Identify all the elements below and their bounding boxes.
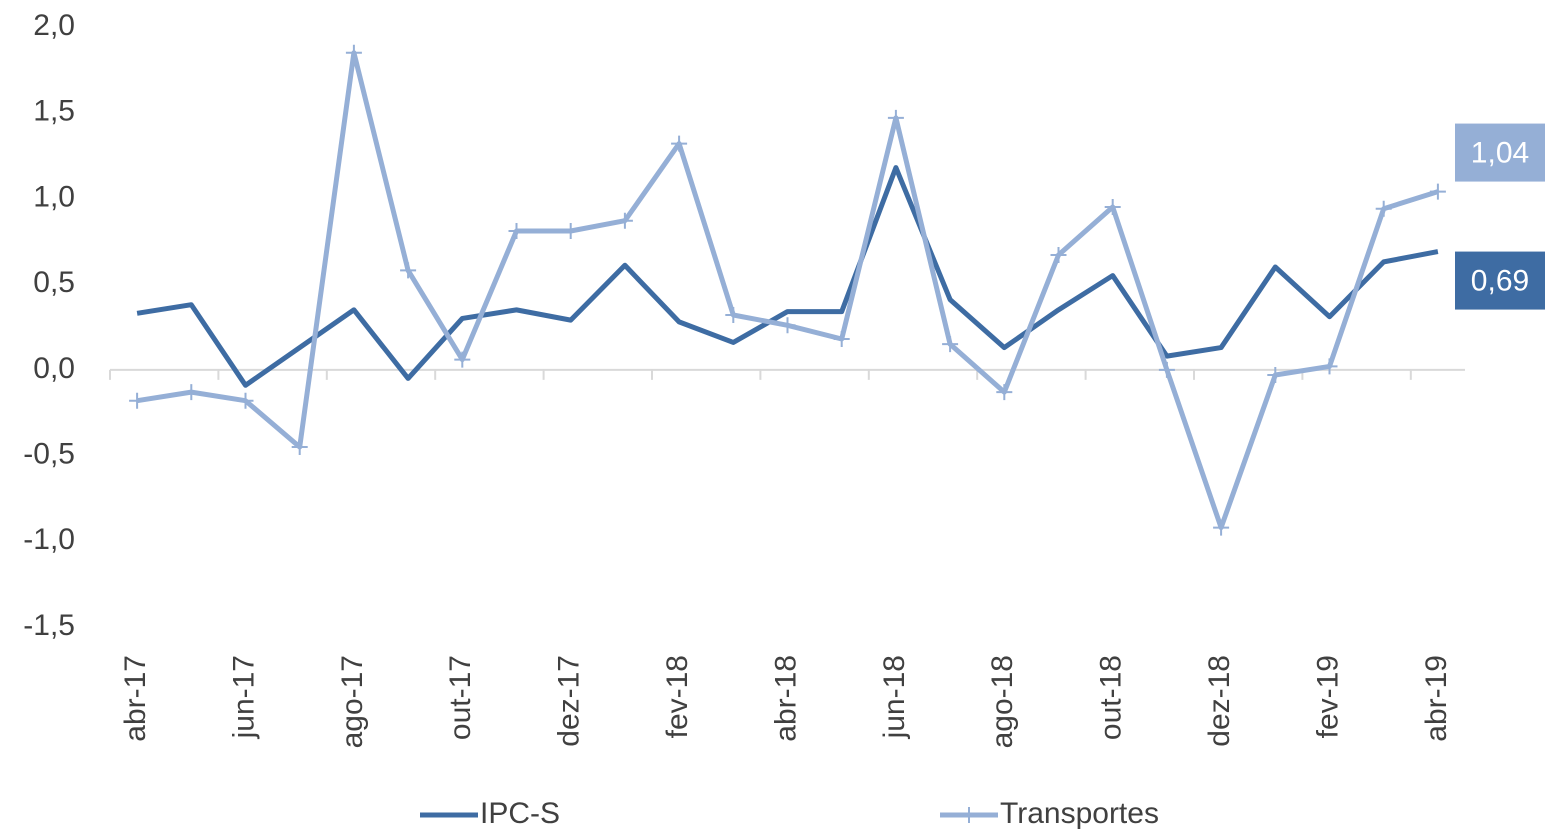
point-marker bbox=[291, 439, 308, 455]
x-tick-label: abr-18 bbox=[769, 655, 802, 742]
point-marker bbox=[508, 223, 525, 239]
x-tick-label: dez-17 bbox=[553, 655, 586, 747]
value-label: 1,04 bbox=[1471, 136, 1529, 169]
point-marker bbox=[616, 212, 633, 229]
point-marker bbox=[183, 384, 200, 401]
y-tick-label: 2,0 bbox=[33, 9, 75, 42]
point-marker bbox=[1267, 367, 1284, 383]
x-tick-label: abr-17 bbox=[119, 655, 152, 742]
legend-label: IPC-S bbox=[480, 797, 560, 830]
x-tick-label: jun-18 bbox=[878, 655, 911, 739]
y-tick-label: -1,0 bbox=[23, 523, 75, 556]
x-tick-label: abr-19 bbox=[1420, 655, 1453, 742]
point-marker bbox=[996, 384, 1013, 401]
point-marker bbox=[1375, 200, 1392, 217]
point-marker bbox=[1429, 183, 1446, 200]
point-marker bbox=[400, 262, 417, 279]
legend-label: Transportes bbox=[1000, 797, 1159, 830]
point-marker bbox=[942, 336, 959, 353]
x-tick-label: jun-17 bbox=[227, 655, 260, 739]
point-marker bbox=[671, 135, 688, 152]
point-marker bbox=[1104, 199, 1121, 215]
point-marker bbox=[725, 307, 742, 323]
point-marker bbox=[1321, 358, 1338, 375]
y-tick-label: -1,5 bbox=[23, 609, 75, 642]
point-marker bbox=[562, 223, 579, 239]
point-marker bbox=[1050, 247, 1067, 263]
y-tick-label: 1,5 bbox=[33, 95, 75, 128]
point-marker bbox=[454, 351, 471, 368]
x-tick-label: dez-18 bbox=[1203, 655, 1236, 747]
value-label-box bbox=[1455, 123, 1545, 182]
x-tick-label: out-17 bbox=[444, 655, 477, 740]
value-label: 0,69 bbox=[1471, 264, 1529, 297]
series-line bbox=[136, 50, 1439, 531]
point-marker bbox=[833, 331, 850, 347]
point-marker bbox=[1213, 519, 1230, 536]
y-tick-label: 0,5 bbox=[33, 266, 75, 299]
x-tick-label: ago-18 bbox=[986, 655, 1019, 748]
x-tick-label: out-18 bbox=[1095, 655, 1128, 740]
legend-marker bbox=[961, 807, 977, 823]
y-tick-label: 0,0 bbox=[33, 352, 75, 385]
y-tick-label: -0,5 bbox=[23, 437, 75, 470]
y-tick-label: 1,0 bbox=[33, 180, 75, 213]
x-tick-label: fev-18 bbox=[661, 655, 694, 738]
point-marker bbox=[1158, 361, 1175, 378]
x-tick-label: fev-19 bbox=[1311, 655, 1344, 738]
point-marker bbox=[887, 109, 904, 126]
x-tick-label: ago-17 bbox=[336, 655, 369, 748]
point-marker bbox=[345, 44, 362, 61]
point-marker bbox=[779, 317, 796, 334]
value-label-box bbox=[1455, 251, 1545, 310]
point-marker bbox=[237, 392, 254, 409]
series-line bbox=[136, 165, 1439, 388]
point-marker bbox=[129, 392, 146, 409]
